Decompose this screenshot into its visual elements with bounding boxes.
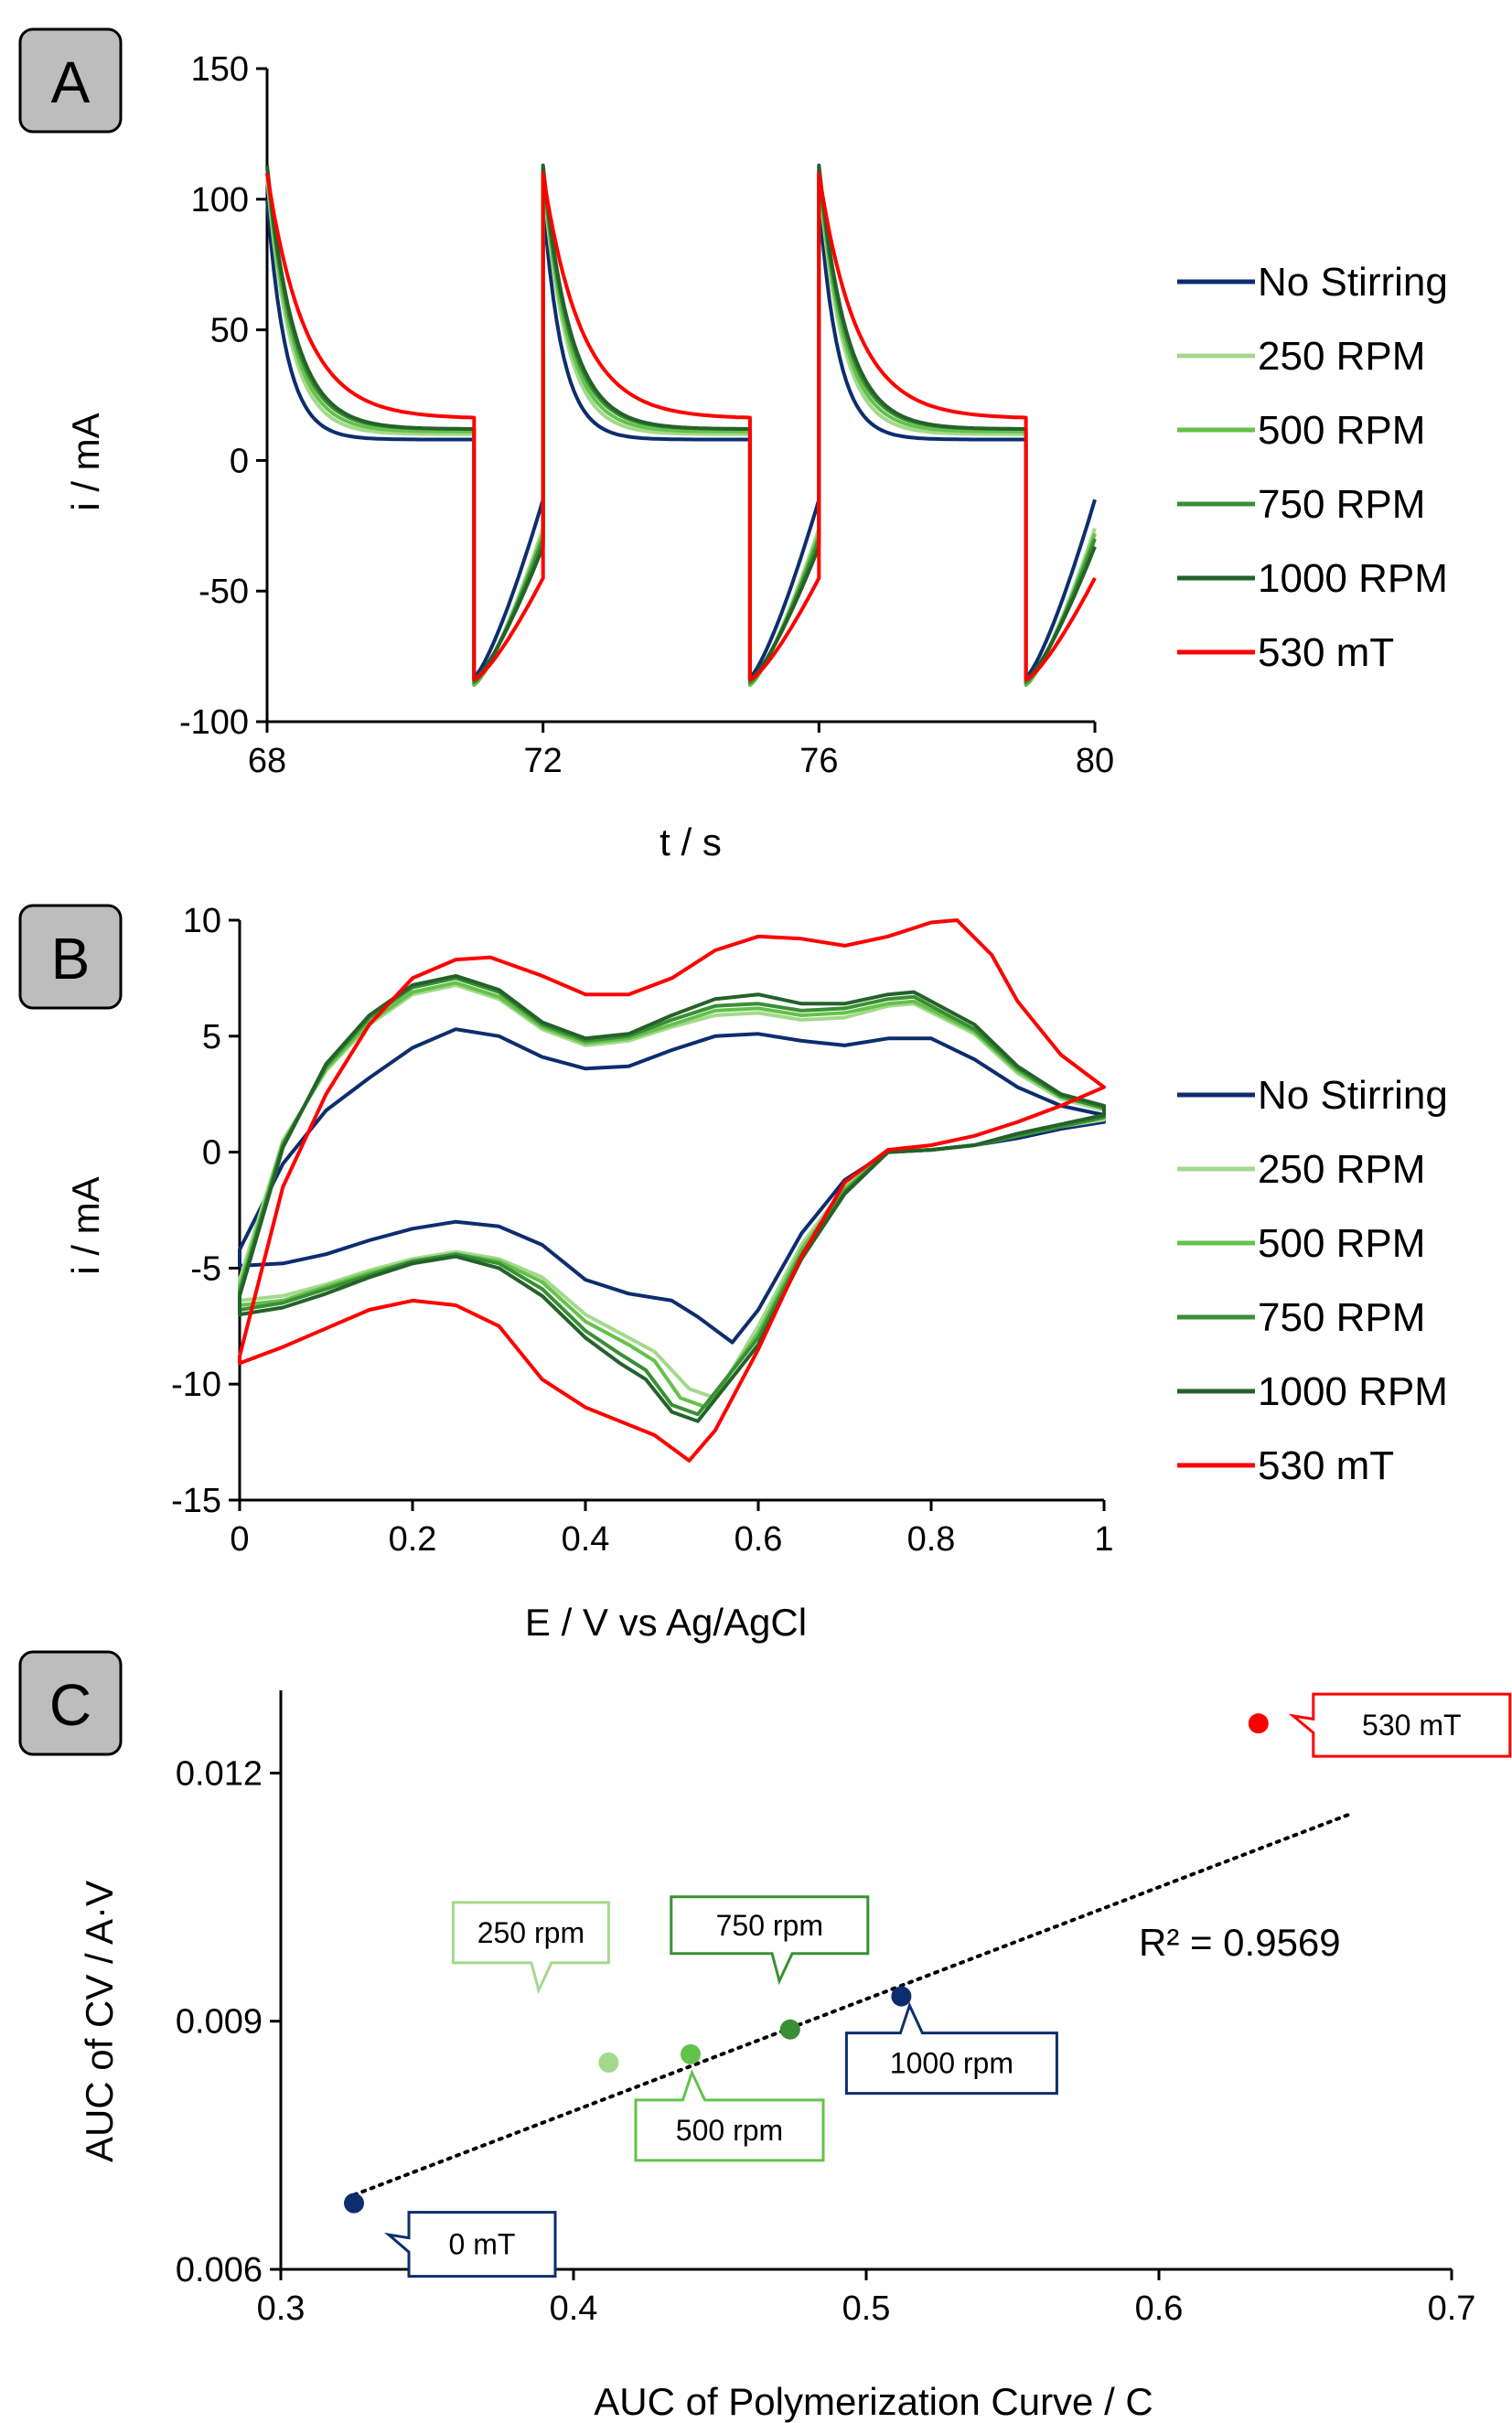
panel-a-x-tick-label: 80	[1076, 742, 1114, 780]
panel-a-series-line	[265, 197, 1097, 680]
panel-a-series-line	[265, 171, 1097, 687]
panel-b-legend-label: No Stirring	[1258, 1073, 1448, 1118]
panel-a-label: A	[51, 49, 91, 115]
panel-c-callout-box	[384, 2211, 557, 2278]
panel-a-label-box	[18, 27, 123, 134]
panel-b-legend-label: 500 RPM	[1258, 1221, 1425, 1266]
panel-b-series-line	[238, 976, 1106, 1417]
panel-a-legend-label: No Stirring	[1258, 260, 1448, 305]
panel-b-series-line	[238, 973, 1106, 1423]
panel-b-label-box	[18, 904, 123, 1010]
panel-c-plot: 0.3 0.4 0.5 0.6 0.7 0.012 0.009 0.006 0 mT 250 rp…	[176, 1690, 1512, 2328]
panel-c-y-tick-label: 0.006	[176, 2251, 263, 2289]
panel-a-series-line	[265, 163, 1097, 682]
panel-a-y-tick-label: -50	[198, 573, 249, 611]
panel-c-point-label: 500 rpm	[676, 2114, 783, 2147]
panel-c-point-label: 1000 rpm	[890, 2047, 1013, 2080]
panel-c-point-label: 250 rpm	[477, 1916, 584, 1949]
panel-c-callout-box	[844, 2001, 1058, 2096]
panel-c-y-tick-label: 0.012	[176, 1754, 263, 1793]
panel-c-point	[344, 2192, 364, 2214]
panel-a-series-line	[265, 177, 1097, 687]
panel-b-plot: 0 0.2 0.4 0.6 0.8 1 10 5 0 -5 -10 -15	[171, 902, 1113, 1559]
panel-b-x-tick-label: 0.4	[562, 1520, 610, 1559]
panel-b-label: B	[51, 926, 91, 992]
panel-c-x-tick-label: 0.5	[842, 2289, 891, 2328]
panel-b-y-tick-label: 0	[202, 1134, 221, 1173]
panel-b-xlabel: E / V vs Ag/AgCl	[525, 1601, 807, 1644]
panel-b-series-line	[238, 1027, 1106, 1345]
panel-c-callout-box	[1288, 1692, 1512, 1758]
panel-b-y-tick-label: -10	[171, 1366, 221, 1404]
panel-c-callout-box	[670, 1895, 870, 1986]
panel-c-label-box	[18, 1650, 123, 1756]
panel-b-x-tick-label: 0.2	[389, 1520, 437, 1559]
panel-c-point	[598, 2052, 619, 2073]
panel-a-legend-label: 250 RPM	[1258, 334, 1425, 379]
panel-c-trendline	[352, 1812, 1351, 2197]
panel-a-y-tick-label: -100	[179, 703, 249, 742]
panel-a-x-tick-label: 76	[799, 742, 838, 780]
panel-b-y-tick-label: -15	[171, 1482, 221, 1520]
panel-c-x-tick-label: 0.6	[1135, 2289, 1184, 2328]
panel-c-point	[1248, 1713, 1269, 1734]
panel-b-legend-label: 750 RPM	[1258, 1295, 1425, 1340]
panel-c: C 0.3 0.4 0.5 0.6 0.7 0.012 0.009 0.006 0 mT 250 …	[18, 1650, 1512, 2423]
panel-a-y-tick-label: 150	[191, 50, 249, 89]
panel-a-legend: No Stirring 250 RPM 500 RPM 750 RPM 1000 RPM…	[1177, 260, 1448, 675]
panel-b-ylabel: i / mA	[64, 1176, 107, 1274]
panel-c-x-tick-label: 0.7	[1428, 2289, 1476, 2328]
panel-c-point-label: 530 mT	[1362, 1709, 1461, 1742]
panel-b-legend-label: 530 mT	[1258, 1443, 1394, 1488]
panel-a-x-tick-label: 72	[524, 742, 563, 780]
panel-c-point	[681, 2043, 701, 2064]
panel-b-x-tick-label: 0.6	[735, 1520, 783, 1559]
panel-a-y-tick-label: 0	[230, 442, 249, 480]
panel-b-series-line	[238, 918, 1106, 1463]
panel-c-point	[779, 2019, 800, 2040]
panel-b-x-tick-label: 0	[230, 1520, 249, 1559]
panel-a-legend-label: 750 RPM	[1258, 482, 1425, 527]
panel-a-y-tick-label: 100	[191, 181, 249, 220]
panel-c-x-tick-label: 0.3	[257, 2289, 306, 2328]
panel-c-point-label: 0 mT	[449, 2228, 516, 2261]
panel-a-legend-label: 530 mT	[1258, 630, 1394, 675]
panel-a-ylabel: i / mA	[64, 413, 107, 510]
panel-c-ylabel: AUC of CV / A·V	[78, 1881, 121, 2162]
panel-c-point-label: 750 rpm	[716, 1909, 823, 1942]
panel-b-legend-label: 1000 RPM	[1258, 1369, 1448, 1414]
panel-c-point	[891, 1986, 912, 2007]
panel-b-x-tick-label: 0.8	[907, 1520, 956, 1559]
panel-b-y-tick-label: -5	[190, 1249, 221, 1288]
panel-c-callout-box	[451, 1901, 610, 1995]
panel-b-y-tick-label: 10	[183, 902, 221, 940]
panel-a-legend-label: 500 RPM	[1258, 408, 1425, 453]
panel-b-legend-label: 250 RPM	[1258, 1147, 1425, 1192]
panel-a-series-line	[265, 171, 1097, 682]
panel-b: B 0 0.2 0.4 0.6 0.8 1 10 5 0 -5 -10 -15 E / V vs Ag…	[18, 902, 1448, 1644]
panel-c-r2-annotation: R² = 0.9569	[1139, 1921, 1341, 1964]
panel-b-y-tick-label: 5	[202, 1018, 221, 1056]
panel-b-series-line	[238, 981, 1106, 1410]
panel-c-y-tick-label: 0.009	[176, 2003, 263, 2042]
panel-c-xlabel: AUC of Polymerization Curve / C	[594, 2380, 1153, 2423]
panel-a-legend-label: 1000 RPM	[1258, 556, 1448, 601]
panel-a-y-tick-label: 50	[210, 312, 249, 350]
panel-a-x-tick-label: 68	[248, 742, 286, 780]
panel-b-x-tick-label: 1	[1094, 1520, 1113, 1559]
panel-b-series-line	[238, 983, 1106, 1400]
panel-c-x-tick-label: 0.4	[550, 2289, 598, 2328]
panel-a-plot: 68 72 76 80 150 100 50 0 -50 -100	[179, 50, 1114, 780]
panel-c-label: C	[49, 1672, 91, 1738]
panel-a-xlabel: t / s	[659, 820, 722, 863]
panel-c-callout-box	[634, 2068, 825, 2162]
panel-b-legend: No Stirring 250 RPM 500 RPM 750 RPM 1000 RPM…	[1177, 1073, 1448, 1488]
